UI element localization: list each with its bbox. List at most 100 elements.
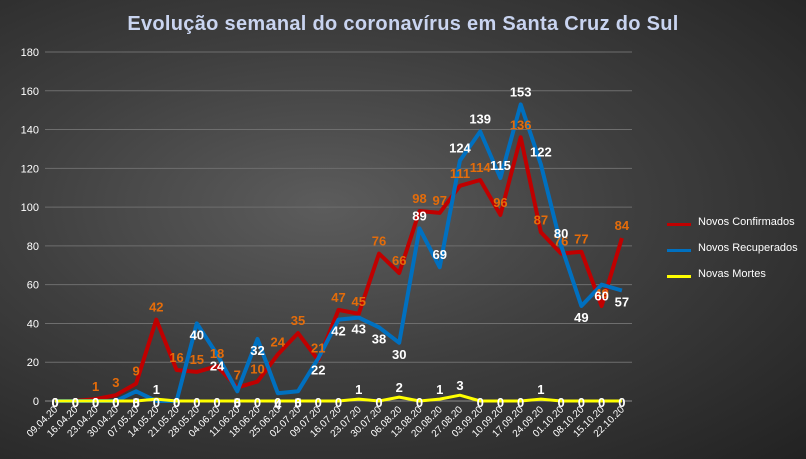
legend-swatch [667,249,691,252]
data-label: 35 [291,313,305,328]
legend-swatch [667,275,691,278]
data-label: 40 [190,327,204,342]
data-label: 0 [335,395,342,410]
data-label: 3 [112,375,119,390]
data-label: 136 [510,117,532,132]
data-label: 69 [432,247,446,262]
data-label: 1 [537,382,544,397]
y-tick-label: 120 [21,163,39,175]
data-label: 0 [497,395,504,410]
data-label: 115 [490,158,511,173]
data-label: 0 [254,395,261,410]
data-label: 15 [190,352,204,367]
data-label: 111 [450,166,470,181]
data-label: 0 [234,395,241,410]
data-label: 7 [234,367,241,382]
data-label: 0 [52,395,59,410]
data-label: 42 [149,300,163,315]
data-label: 0 [132,395,139,410]
data-label: 38 [372,331,386,346]
data-label: 0 [213,395,220,410]
data-label: 0 [274,395,281,410]
data-label: 0 [112,395,119,410]
data-label: 10 [250,362,264,377]
y-tick-label: 40 [27,318,39,330]
data-label: 2 [396,380,403,395]
data-label: 84 [615,218,630,233]
data-label: 0 [477,395,484,410]
data-label: 0 [173,395,180,410]
data-label: 5 [132,395,139,410]
data-label: 24 [210,358,225,373]
data-label: 45 [352,294,366,309]
y-tick-label: 80 [27,241,39,253]
data-label: 80 [554,226,568,241]
data-label: 0 [153,395,160,410]
data-label: 1 [436,382,443,397]
data-label: 43 [352,322,366,337]
data-label: 76 [372,234,386,249]
y-tick-label: 0 [33,396,39,408]
data-label: 153 [510,84,532,99]
y-tick-label: 20 [27,357,39,369]
data-label: 0 [375,395,382,410]
data-label: 49 [574,310,588,325]
data-label: 21 [311,340,325,355]
data-label: 0 [517,395,524,410]
data-label: 1 [153,382,160,397]
data-label: 0 [72,395,79,410]
y-tick-label: 140 [21,125,39,137]
data-label: 0 [598,395,605,410]
data-label: 0 [173,395,180,410]
data-label: 0 [578,395,585,410]
data-label: 42 [331,324,345,339]
data-label: 122 [530,144,552,159]
series-line-novas-mortes [55,393,622,403]
data-label: 5 [234,395,241,410]
data-label: 98 [412,191,426,206]
data-label: 0 [558,395,565,410]
data-label: 97 [432,193,446,208]
data-label: 76 [554,234,568,249]
data-label: 47 [331,290,345,305]
data-label: 24 [271,334,286,349]
data-label: 77 [574,232,588,247]
data-label: 16 [169,350,183,365]
data-label: 66 [392,253,406,268]
data-label: 0 [72,395,79,410]
data-label: 139 [469,111,491,126]
data-label: 0 [52,395,59,410]
data-label: 0 [315,395,322,410]
data-label: 32 [250,343,264,358]
data-label: 1 [355,382,362,397]
data-label: 22 [311,362,325,377]
legend-label: Novas Mortes [698,268,766,280]
data-label: 0 [193,395,200,410]
data-label: 89 [412,208,426,223]
data-label: 0 [72,395,79,410]
data-label: 5 [294,395,301,410]
data-label: 0 [416,395,423,410]
data-label: 57 [615,294,629,309]
data-label: 3 [456,378,463,393]
legend-label: Novos Confirmados [698,216,795,228]
series-line-novos-recuperados [55,102,623,403]
series-line-novos-confirmados [55,135,624,403]
data-label: 0 [92,395,99,410]
data-label: 87 [534,212,548,227]
data-label: 30 [392,347,406,362]
data-label: 0 [618,395,625,410]
data-label: 96 [493,195,507,210]
data-label: 124 [449,141,471,156]
y-tick-label: 180 [21,47,39,59]
y-tick-label: 60 [27,280,39,292]
data-label: 0 [294,395,301,410]
y-tick-label: 100 [21,202,39,214]
legend-label: Novos Recuperados [698,242,798,254]
data-label: 49 [594,286,608,301]
data-label: 60 [594,289,608,304]
data-label: 114 [470,160,492,175]
y-tick-label: 160 [21,86,39,98]
